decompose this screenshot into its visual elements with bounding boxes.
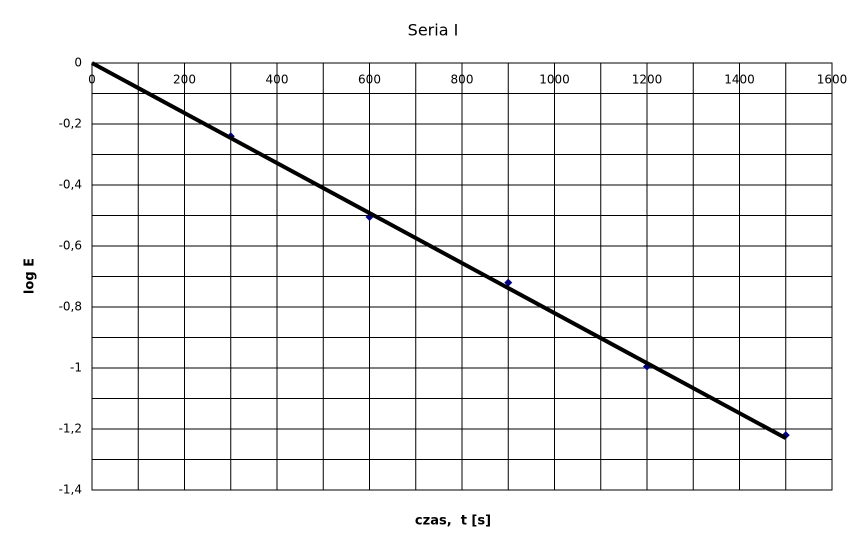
x-axis-label: czas, t [s] bbox=[415, 514, 491, 529]
x-tick-label: 1000 bbox=[539, 73, 570, 87]
y-tick-label: -1,2 bbox=[59, 422, 82, 436]
y-tick-label: 0 bbox=[74, 56, 82, 70]
y-axis-label: log E bbox=[23, 258, 38, 294]
y-tick-label: -0,4 bbox=[59, 178, 82, 192]
x-tick-label: 600 bbox=[358, 73, 381, 87]
y-tick-label: -1 bbox=[70, 361, 82, 375]
trend-line bbox=[91, 61, 787, 440]
y-tick-label: -1,4 bbox=[59, 483, 82, 497]
data-point bbox=[504, 278, 513, 287]
x-tick-label: 400 bbox=[266, 73, 289, 87]
x-tick-label: 800 bbox=[451, 73, 474, 87]
y-tick-label: -0,2 bbox=[59, 117, 82, 131]
x-tick-label: 200 bbox=[173, 73, 196, 87]
chart-title: Seria I bbox=[408, 21, 459, 40]
x-tick-label: 1200 bbox=[632, 73, 663, 87]
y-tick-label: -0,8 bbox=[59, 300, 82, 314]
plot-frame bbox=[91, 62, 833, 491]
y-tick-label: -0,6 bbox=[59, 239, 82, 253]
x-tick-label: 1400 bbox=[724, 73, 755, 87]
